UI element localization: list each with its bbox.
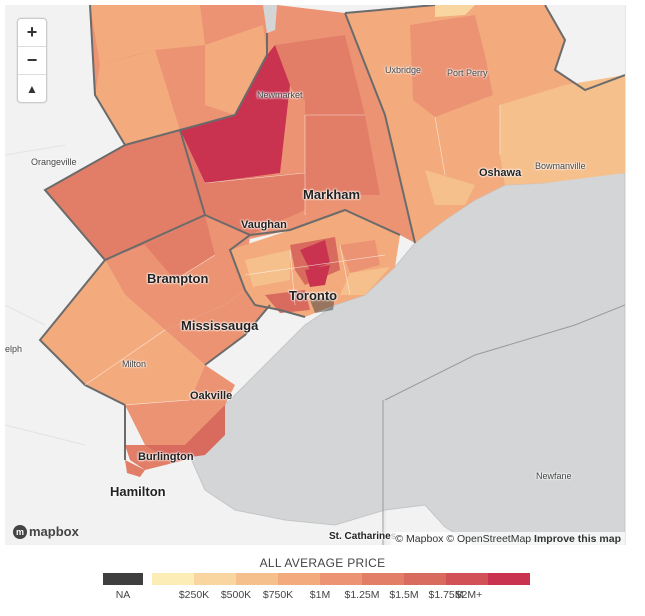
mapbox-logo-text: mapbox (29, 524, 79, 539)
compass-button[interactable]: ▲ (18, 75, 46, 102)
hamilton-strip (125, 460, 145, 477)
label-newmarket: Newmarket (257, 90, 303, 100)
label-milton: Milton (122, 359, 147, 369)
legend-label: $1M (309, 589, 331, 601)
area-tile (90, 5, 205, 65)
legend-bar (103, 573, 530, 585)
halton-region (40, 260, 235, 470)
area-tile (205, 25, 267, 115)
label-burlington: Burlington (138, 451, 194, 463)
legend-swatch (362, 573, 404, 585)
label-orangeville: Orangeville (31, 157, 77, 167)
legend-swatch (488, 573, 530, 585)
map-svg (5, 5, 625, 545)
legend-label: $750K (262, 589, 294, 601)
lake-simcoe (263, 5, 277, 33)
legend-label: NA (115, 589, 131, 601)
king-township (180, 45, 290, 183)
legend-label: $2M+ (455, 589, 483, 601)
improve-map-link[interactable]: Improve this map (534, 533, 621, 545)
legend-swatch (278, 573, 320, 585)
label-brampton: Brampton (147, 271, 209, 286)
municipal-borders (84, 105, 501, 406)
label-newfane: Newfane (536, 471, 572, 481)
label-oakville: Oakville (190, 390, 233, 402)
attribution-mapbox-link[interactable]: © Mapbox (395, 533, 444, 545)
toronto-region (230, 210, 400, 317)
legend-label: $500K (220, 589, 252, 601)
zoom-out-button[interactable]: − (18, 47, 46, 75)
label-bowmanville: Bowmanville (535, 161, 586, 171)
label-port-perry: Port Perry (447, 68, 488, 78)
label-uxbridge: Uxbridge (385, 65, 422, 75)
legend-swatch (194, 573, 236, 585)
label-markham: Markham (303, 187, 361, 202)
label-vaughan: Vaughan (241, 219, 287, 231)
legend-label: $250K (178, 589, 210, 601)
mapbox-logo[interactable]: m mapbox (13, 524, 79, 539)
label-mississauga: Mississauga (181, 318, 259, 333)
legend-swatch (320, 573, 362, 585)
zoom-controls: + − ▲ (17, 18, 47, 103)
west-region (45, 130, 205, 260)
attribution: © Mapbox © OpenStreetMap Improve this ma… (391, 532, 625, 545)
border-line (384, 304, 625, 401)
legend-swatch (446, 573, 488, 585)
label-toronto: Toronto (289, 288, 338, 303)
label-hamilton: Hamilton (110, 484, 166, 499)
map-canvas[interactable]: Newmarket Uxbridge Port Perry Bowmanvill… (5, 5, 626, 545)
legend-label: $1.25M (344, 589, 380, 601)
legend-label: $1.75M (428, 589, 464, 601)
durham-region (345, 5, 625, 243)
legend-swatch (404, 573, 446, 585)
zoom-in-button[interactable]: + (18, 19, 46, 47)
label-oshawa: Oshawa (479, 167, 522, 179)
region-borders (38, 5, 625, 460)
attribution-osm-link[interactable]: © OpenStreetMap (446, 533, 532, 545)
legend-swatch-na (103, 573, 143, 585)
compass-icon: ▲ (26, 81, 38, 96)
legend-title: ALL AVERAGE PRICE (259, 556, 386, 570)
legend-labels: NA $250K $500K $750K $1M $1.25M $1.5M $1.75M $2M… (0, 589, 645, 605)
label-guelph-partial: elph (5, 344, 23, 354)
mapbox-logo-icon: m (13, 524, 27, 539)
peel-region (105, 215, 270, 365)
legend-swatch (152, 573, 194, 585)
legend-label: $1.5M (389, 589, 419, 601)
area-tile (95, 50, 180, 145)
label-st-catharines: St. Catharines (329, 531, 397, 542)
legend-swatch (236, 573, 278, 585)
